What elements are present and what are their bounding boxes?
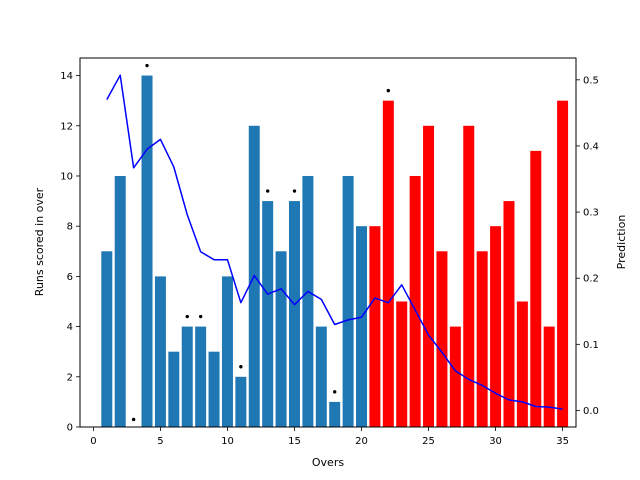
y-tick-label-14: 14 bbox=[60, 71, 73, 82]
y-tick-label-2: 2 bbox=[67, 372, 73, 383]
x-tick-label-20: 20 bbox=[355, 436, 368, 447]
wicket-marker-18 bbox=[333, 390, 337, 394]
y-tick-label-0: 0 bbox=[67, 423, 73, 434]
y2-axis-label: Prediction bbox=[615, 215, 628, 270]
first-innings-bar-17 bbox=[315, 326, 327, 427]
first-innings-bar-2 bbox=[114, 175, 126, 427]
first-innings-bar-20 bbox=[356, 226, 368, 427]
second-innings-bar-21 bbox=[369, 226, 381, 427]
y2-tick-label-1: 0.1 bbox=[583, 340, 599, 351]
y2-tick-label-3: 0.3 bbox=[583, 208, 599, 219]
x-tick-label-15: 15 bbox=[288, 436, 301, 447]
bars-layer bbox=[101, 75, 569, 428]
first-innings-bar-7 bbox=[181, 326, 193, 427]
second-innings-bar-32 bbox=[516, 301, 528, 427]
second-innings-bar-35 bbox=[557, 100, 569, 428]
first-innings-bar-4 bbox=[141, 75, 153, 427]
wicket-marker-3 bbox=[131, 417, 136, 422]
wicket-marker-13 bbox=[265, 189, 270, 193]
prediction-line-layer bbox=[106, 74, 563, 410]
first-innings-bar-19 bbox=[342, 175, 354, 427]
y-axis-label: Runs scored in over bbox=[33, 187, 46, 296]
y-axis-right: 0.0 0.1 0.2 0.3 0.4 0.5 bbox=[576, 75, 599, 417]
second-innings-bar-33 bbox=[530, 150, 542, 427]
x-tick-label-30: 30 bbox=[489, 436, 502, 447]
first-innings-bar-15 bbox=[288, 201, 300, 427]
first-innings-bar-1 bbox=[101, 251, 113, 427]
y-axis-left: 0 2 4 6 8 10 12 14 bbox=[60, 71, 80, 434]
first-innings-bar-18 bbox=[329, 401, 341, 427]
first-innings-bar-14 bbox=[275, 251, 287, 427]
wicket-marker-4 bbox=[145, 63, 149, 68]
y2-tick-label-5: 0.5 bbox=[583, 75, 599, 86]
wicket-marker-15 bbox=[292, 189, 297, 193]
x-tick-label-5: 5 bbox=[157, 436, 163, 447]
wicket-marker-8 bbox=[198, 314, 203, 319]
plot-frame bbox=[79, 57, 577, 428]
second-innings-bar-29 bbox=[476, 251, 488, 427]
second-innings-bar-27 bbox=[449, 326, 461, 427]
y-tick-label-8: 8 bbox=[67, 222, 73, 233]
y-tick-label-12: 12 bbox=[60, 121, 73, 132]
y-tick-label-4: 4 bbox=[67, 322, 73, 333]
second-innings-bar-28 bbox=[463, 125, 475, 427]
x-axis-label: Overs bbox=[312, 456, 344, 469]
y2-tick-label-2: 0.2 bbox=[583, 274, 599, 285]
second-innings-bar-31 bbox=[503, 201, 515, 427]
wicket-marker-11 bbox=[239, 365, 243, 369]
second-innings-bar-26 bbox=[436, 251, 448, 427]
x-tick-label-25: 25 bbox=[422, 436, 435, 447]
y2-tick-label-0: 0.0 bbox=[583, 406, 599, 417]
first-innings-bar-13 bbox=[262, 201, 274, 427]
wicket-marker-7 bbox=[185, 314, 189, 319]
first-innings-bar-11 bbox=[235, 376, 247, 427]
y-tick-label-10: 10 bbox=[60, 171, 73, 182]
x-tick-label-0: 0 bbox=[90, 436, 96, 447]
second-innings-bar-22 bbox=[382, 100, 394, 428]
second-innings-bar-24 bbox=[409, 175, 421, 427]
first-innings-bar-9 bbox=[208, 351, 220, 427]
first-innings-bar-16 bbox=[302, 175, 314, 427]
first-innings-bar-5 bbox=[154, 276, 166, 427]
first-innings-bar-6 bbox=[168, 351, 180, 427]
first-innings-bar-10 bbox=[221, 276, 233, 427]
wicket-marker-22 bbox=[386, 88, 391, 93]
second-innings-bar-25 bbox=[423, 125, 435, 427]
second-innings-bar-30 bbox=[490, 226, 502, 427]
wicket-markers-layer bbox=[131, 63, 391, 422]
first-innings-bar-8 bbox=[195, 326, 207, 427]
second-innings-bar-34 bbox=[543, 326, 555, 427]
x-tick-label-35: 35 bbox=[556, 436, 569, 447]
y-tick-label-6: 6 bbox=[67, 272, 73, 283]
x-tick-label-10: 10 bbox=[221, 436, 234, 447]
second-innings-bar-23 bbox=[396, 301, 408, 427]
y2-tick-label-4: 0.4 bbox=[583, 141, 599, 152]
x-axis: 0 5 10 15 20 25 30 35 bbox=[90, 427, 569, 447]
